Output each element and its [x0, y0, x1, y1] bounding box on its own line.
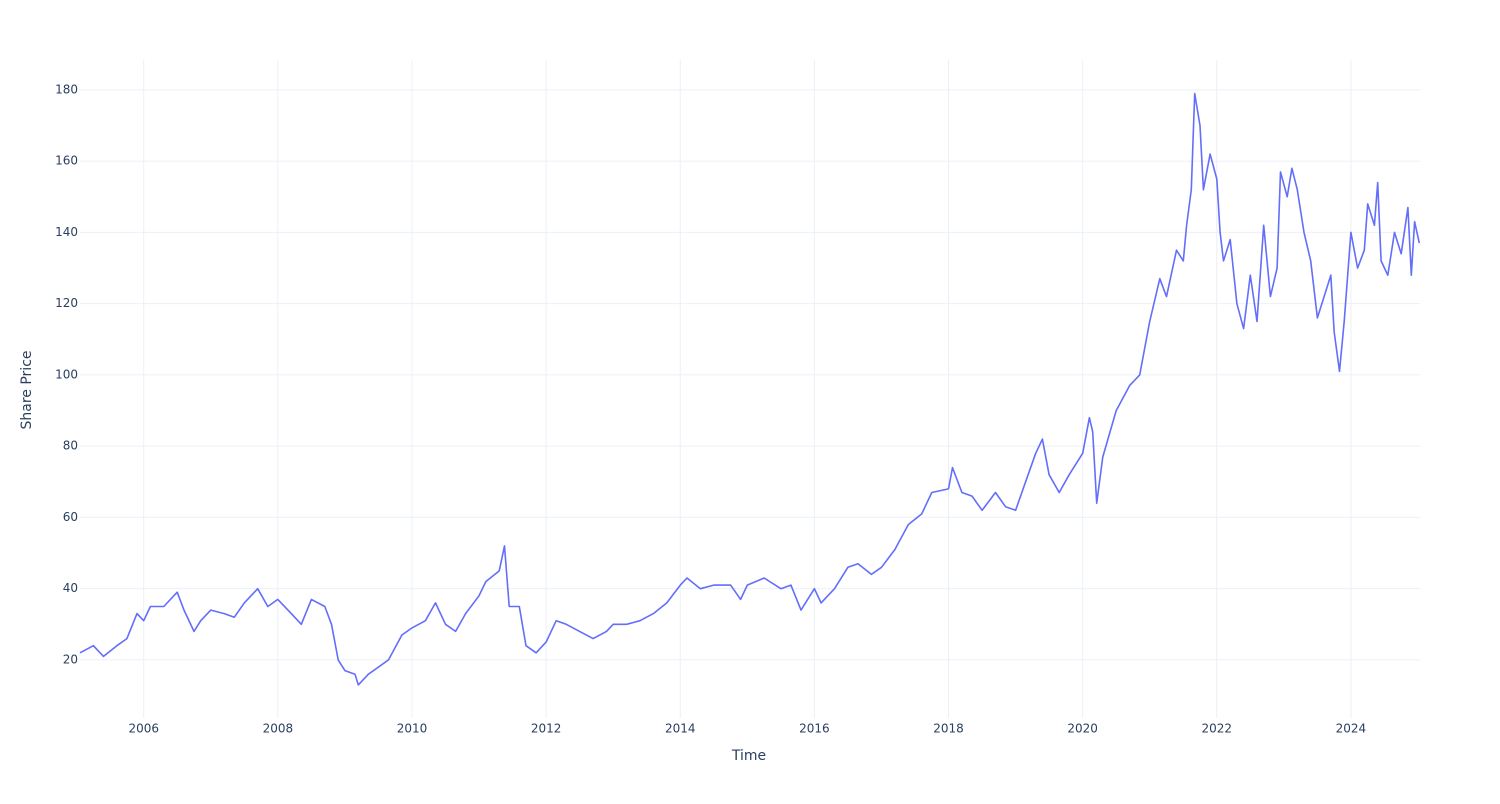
- price-line: [79, 92, 1421, 686]
- x-tick-label: 2006: [128, 722, 159, 736]
- y-tick-label: 60: [63, 510, 78, 524]
- x-tick-label: 2010: [397, 722, 428, 736]
- x-axis-title: Time: [731, 748, 766, 764]
- y-tick-label: 20: [63, 652, 78, 666]
- y-tick-label: 80: [63, 439, 78, 453]
- y-tick-label: 120: [55, 296, 78, 310]
- x-tick-label: 2008: [263, 722, 294, 736]
- x-tick-label: 2024: [1336, 722, 1367, 736]
- x-tick-label: 2016: [799, 722, 830, 736]
- x-tick-label: 2020: [1067, 722, 1098, 736]
- x-tick-label: 2022: [1202, 722, 1233, 736]
- x-tick-label: 2012: [531, 722, 562, 736]
- y-tick-label: 40: [63, 581, 78, 595]
- y-tick-label: 140: [55, 225, 78, 239]
- y-tick-label: 180: [55, 82, 78, 96]
- x-tick-label: 2018: [933, 722, 964, 736]
- x-tick-label: 2014: [665, 722, 696, 736]
- y-tick-label: 160: [55, 154, 78, 168]
- y-axis-title: Share Price: [19, 350, 35, 429]
- y-tick-label: 100: [55, 367, 78, 381]
